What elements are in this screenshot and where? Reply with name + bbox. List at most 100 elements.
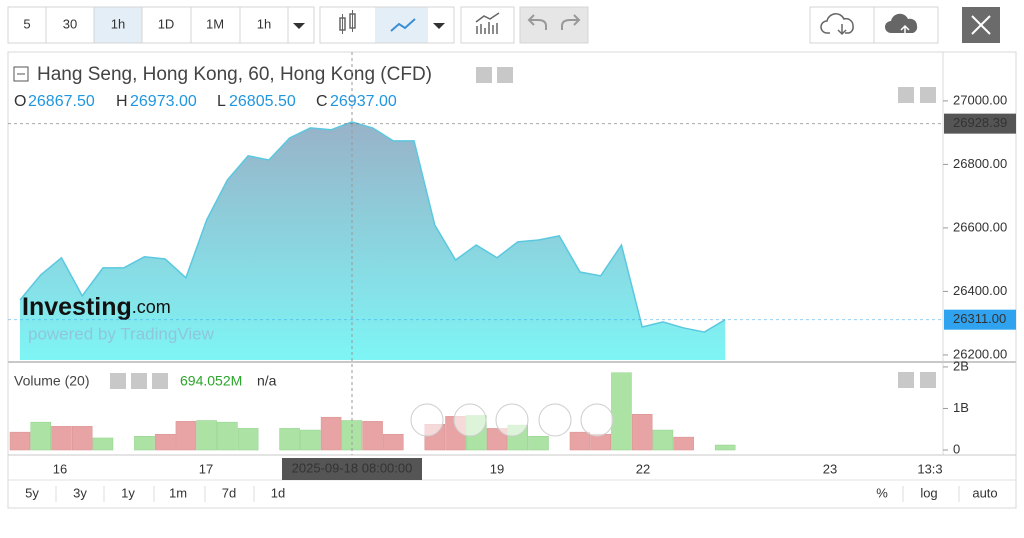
volume-bar	[569, 431, 591, 451]
x-tick-label: 17	[199, 461, 213, 476]
nav-overlay	[410, 403, 614, 437]
x-tick-label: 13:3	[917, 461, 942, 476]
y-tick-label: 26200.00	[953, 346, 1007, 361]
volume-bar	[590, 433, 611, 451]
volume-extra: n/a	[257, 373, 277, 389]
y-tick-label: 26800.00	[953, 156, 1007, 171]
x-tick-label: 16	[53, 461, 67, 476]
volume-bar	[154, 433, 176, 451]
volume-bar	[486, 428, 508, 451]
ohlc-key: L	[217, 93, 226, 110]
eye-button[interactable]	[476, 67, 492, 83]
volume-bar	[611, 372, 632, 451]
volume-bar	[652, 429, 674, 451]
volume-bar	[300, 429, 321, 451]
pane-maximize[interactable]	[920, 372, 936, 388]
volume-bar	[92, 437, 114, 451]
volume-bar	[237, 428, 259, 451]
range-button[interactable]: 1y	[121, 485, 135, 500]
volume-bar	[51, 426, 72, 451]
settings-button[interactable]	[131, 373, 147, 389]
y-tick-label: 26400.00	[953, 283, 1007, 298]
price-marker-box	[944, 113, 1016, 134]
volume-bar	[217, 421, 238, 451]
interval-button[interactable]: 1h	[257, 16, 271, 31]
cloud-download[interactable]	[820, 13, 854, 36]
crosshair-box	[282, 458, 422, 480]
ohlc-value: 26805.50	[229, 93, 296, 110]
active-interval-bg	[94, 7, 142, 43]
eye-button[interactable]	[110, 373, 126, 389]
indicators-icon	[475, 12, 500, 34]
volume-bar	[9, 431, 31, 451]
interval-button[interactable]: 5	[23, 16, 30, 31]
y-tick-label: 26600.00	[953, 219, 1007, 234]
redo-icon[interactable]	[561, 14, 581, 30]
ohlc-value: 26937.00	[330, 93, 397, 110]
pane-down[interactable]	[898, 87, 914, 103]
range-button[interactable]: 5y	[25, 485, 39, 500]
zoom-in[interactable]	[538, 403, 572, 437]
volume-bar	[631, 414, 653, 451]
dropdown-arrow[interactable]	[293, 23, 305, 29]
range-button[interactable]: 1d	[271, 485, 285, 500]
candle-icon[interactable]	[339, 10, 356, 34]
pane-maximize[interactable]	[920, 87, 936, 103]
y-tick-label: 0	[953, 441, 960, 456]
nav-right[interactable]	[580, 403, 614, 437]
scale-option[interactable]: %	[876, 485, 888, 500]
dropdown-arrow[interactable]	[433, 23, 445, 29]
price-marker-label: 26928.39	[953, 115, 1007, 130]
volume-bar	[362, 421, 383, 451]
volume-bar	[714, 444, 736, 451]
y-tick-label: 1B	[953, 400, 969, 415]
zoom-out[interactable]	[453, 403, 487, 437]
ohlc-key: H	[116, 93, 128, 110]
interval-group	[7, 6, 315, 44]
volume-bar	[196, 420, 217, 451]
volume-title: Volume (20)	[14, 373, 89, 389]
volume-bar	[279, 428, 300, 451]
volume-bar	[528, 436, 549, 451]
area-icon[interactable]	[390, 18, 416, 32]
volume-bar	[383, 433, 404, 451]
collapse-button[interactable]	[13, 66, 29, 82]
price-marker-box	[944, 309, 1016, 330]
brand-suffix: .com	[132, 297, 171, 317]
cloud-upload[interactable]	[885, 13, 918, 33]
settings-button[interactable]	[497, 67, 513, 83]
volume-bar	[30, 421, 51, 451]
interval-button[interactable]: 1h	[111, 16, 125, 31]
y-tick-label: 27000.00	[953, 92, 1007, 107]
interval-button[interactable]: 30	[63, 16, 77, 31]
volume-value: 694.052M	[180, 373, 242, 389]
volume-bar	[175, 421, 197, 451]
volume-bar	[673, 436, 694, 451]
range-button[interactable]: 7d	[222, 485, 236, 500]
y-tick-label: 2B	[953, 358, 969, 373]
ohlc-value: 26973.00	[130, 93, 197, 110]
crosshair-label: 2025-09-18 08:00:00	[292, 460, 413, 475]
volume-bar	[71, 426, 93, 451]
pane-up[interactable]	[898, 372, 914, 388]
interval-button[interactable]: 1M	[206, 16, 224, 31]
volume-bar	[320, 416, 342, 451]
undo-icon[interactable]	[527, 14, 547, 30]
ohlc-key: O	[14, 93, 26, 110]
nav-left[interactable]	[410, 403, 444, 437]
scale-option[interactable]: log	[920, 485, 937, 500]
ohlc-key: C	[316, 93, 328, 110]
scale-option[interactable]: auto	[972, 485, 997, 500]
remove-button[interactable]	[152, 373, 168, 389]
interval-button[interactable]: 1D	[158, 16, 175, 31]
range-button[interactable]: 3y	[73, 485, 87, 500]
series-title: Hang Seng, Hong Kong, 60, Hong Kong (CFD…	[37, 64, 432, 85]
price-line	[19, 121, 726, 333]
reset[interactable]	[495, 403, 529, 437]
indicators-button[interactable]	[460, 6, 515, 44]
x-tick-label: 22	[636, 461, 650, 476]
x-tick-label: 19	[490, 461, 504, 476]
undo-redo[interactable]	[519, 6, 589, 44]
range-button[interactable]: 1m	[169, 485, 187, 500]
